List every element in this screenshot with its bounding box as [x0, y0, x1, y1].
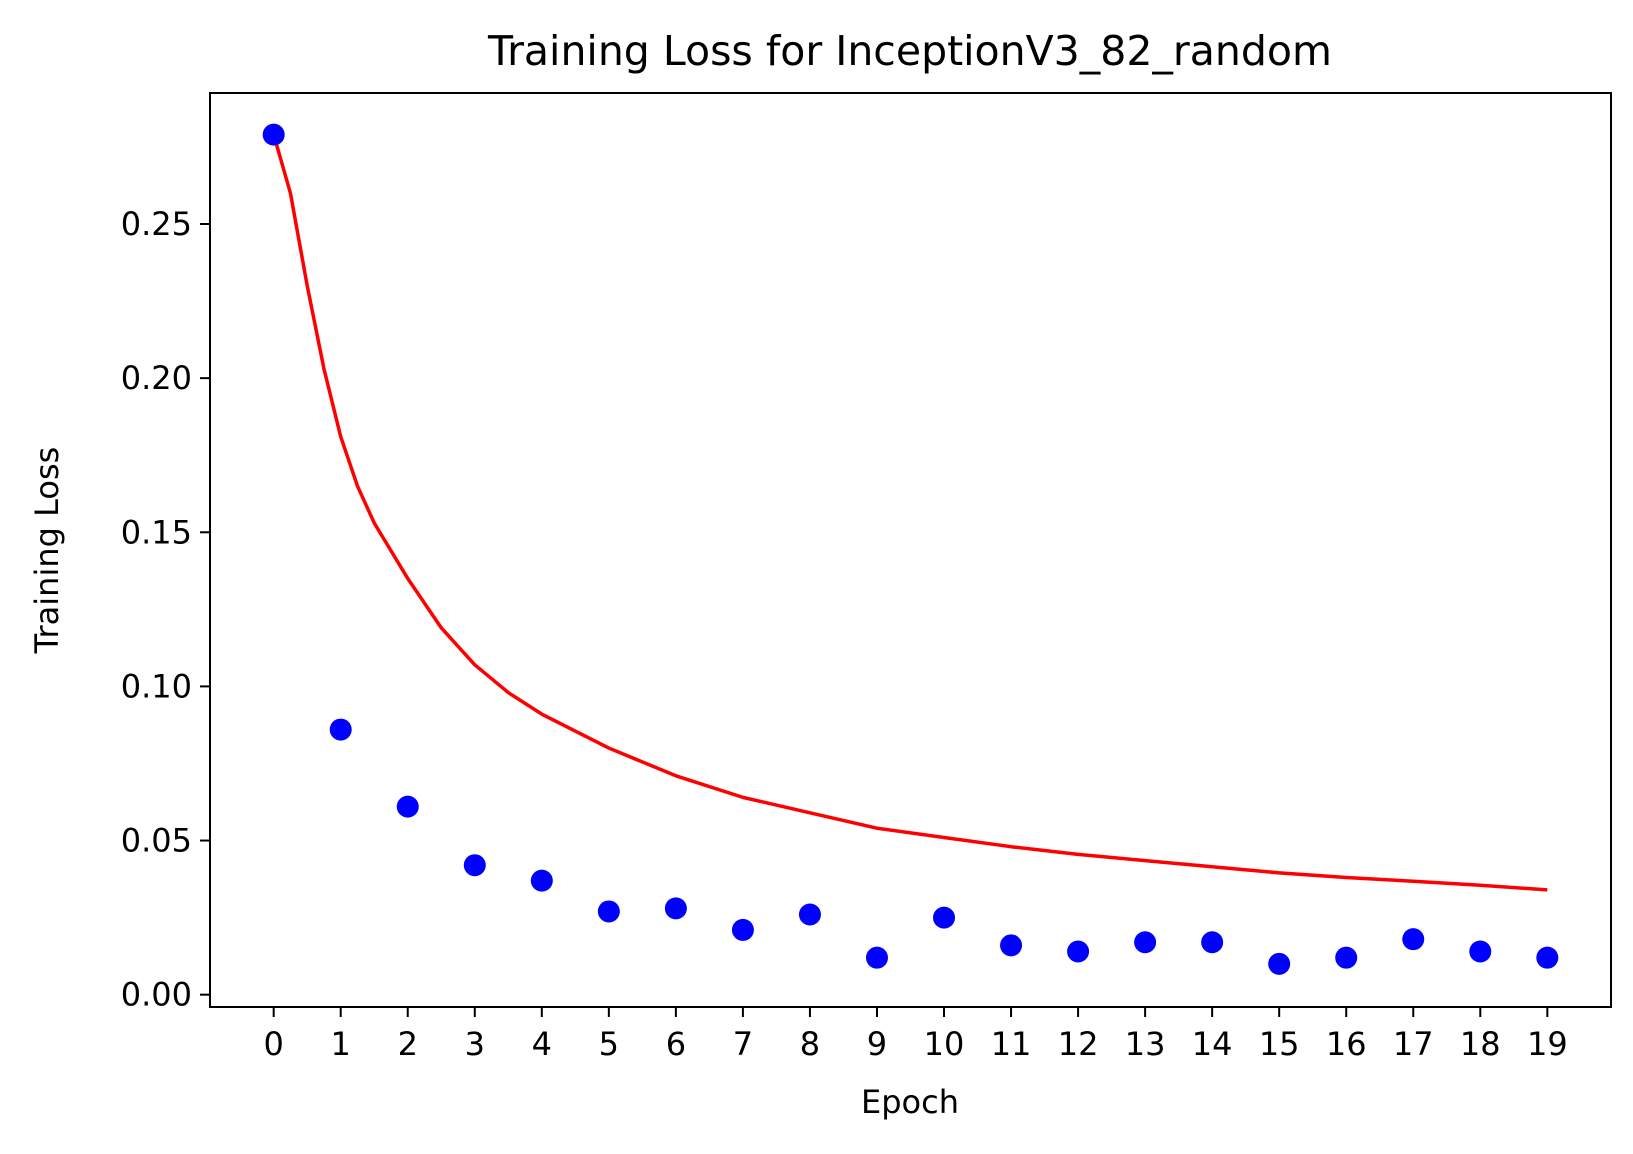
- x-tick-label: 2: [398, 1025, 418, 1063]
- x-tick-label: 11: [991, 1025, 1032, 1063]
- loss-point: [1469, 940, 1492, 963]
- loss-point: [396, 795, 419, 818]
- loss-point: [664, 897, 687, 920]
- x-tick-label: 13: [1125, 1025, 1166, 1063]
- loss-point: [530, 869, 553, 892]
- x-tick-label: 4: [532, 1025, 552, 1063]
- loss-point: [1536, 946, 1559, 969]
- loss-point: [798, 903, 821, 926]
- loss-point: [731, 918, 754, 941]
- x-tick-label: 6: [666, 1025, 686, 1063]
- x-tick-label: 8: [800, 1025, 820, 1063]
- x-tick-label: 5: [599, 1025, 619, 1063]
- plot-content: [262, 123, 1559, 975]
- x-tick-label: 12: [1058, 1025, 1099, 1063]
- y-tick-label: 0.25: [121, 205, 192, 243]
- x-tick-label: 19: [1527, 1025, 1568, 1063]
- chart-title: Training Loss for InceptionV3_82_random: [487, 27, 1332, 75]
- y-tick-label: 0.10: [121, 667, 192, 705]
- loss-point: [1201, 931, 1224, 954]
- trend-line: [271, 134, 1548, 892]
- y-axis-label: Training Loss: [28, 447, 66, 655]
- x-tick-label: 1: [331, 1025, 351, 1063]
- loss-point: [1268, 952, 1291, 975]
- loss-point: [1335, 946, 1358, 969]
- loss-point: [329, 718, 352, 741]
- y-tick-label: 0.15: [121, 513, 192, 551]
- loss-point: [1067, 940, 1090, 963]
- y-tick-label: 0.05: [121, 822, 192, 860]
- x-tick-label: 7: [733, 1025, 753, 1063]
- ticks-layer: 0 1 2 3 4 5 6 7 8 9 10 11 12 13 14 15 16 17 18 190.000.050.…: [121, 205, 1568, 1063]
- loss-point: [262, 123, 285, 146]
- loss-point: [1000, 934, 1023, 957]
- x-tick-label: 9: [867, 1025, 887, 1063]
- x-tick-label: 0: [264, 1025, 284, 1063]
- x-tick-label: 10: [924, 1025, 965, 1063]
- axes-frame: [209, 92, 1612, 1008]
- y-tick-label: 0.20: [121, 359, 192, 397]
- x-tick-label: 3: [465, 1025, 485, 1063]
- loss-point: [865, 946, 888, 969]
- y-tick-label: 0.00: [121, 976, 192, 1014]
- loss-point: [933, 906, 956, 929]
- loss-point: [1134, 931, 1157, 954]
- x-tick-label: 14: [1192, 1025, 1233, 1063]
- x-tick-label: 17: [1393, 1025, 1434, 1063]
- x-tick-label: 16: [1326, 1025, 1367, 1063]
- x-tick-label: 15: [1259, 1025, 1300, 1063]
- loss-point: [1402, 928, 1425, 951]
- x-tick-label: 18: [1460, 1025, 1501, 1063]
- x-axis-label: Epoch: [861, 1083, 959, 1121]
- loss-point: [597, 900, 620, 923]
- loss-point: [463, 854, 486, 877]
